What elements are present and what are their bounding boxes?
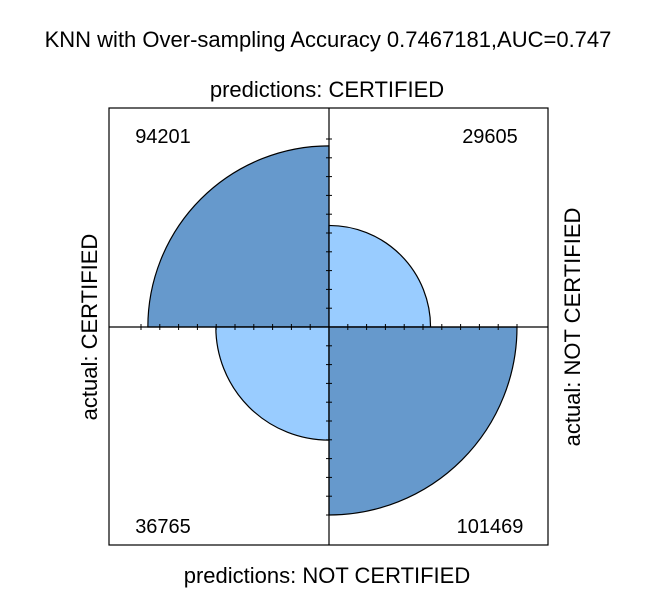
left-axis-label: actual: CERTIFIED: [77, 234, 102, 421]
quadrant-bottom-left-value: 36765: [135, 516, 191, 538]
plot-frame: [108, 107, 549, 546]
quadrant-top-right-sector: [328, 224, 432, 328]
bottom-axis-label: predictions: NOT CERTIFIED: [184, 563, 470, 588]
chart-title: KNN with Over-sampling Accuracy 0.746718…: [45, 27, 612, 52]
top-axis-label: predictions: CERTIFIED: [210, 77, 444, 102]
right-axis-label: actual: NOT CERTIFIED: [560, 208, 585, 447]
quadrant-top-left-value: 94201: [135, 126, 191, 148]
quadrant-top-right-value: 29605: [462, 126, 518, 148]
plot-area: 94201 29605 36765 101469: [109, 108, 548, 545]
quadrant-bottom-right-value: 101469: [457, 516, 524, 538]
quadrant-top-left-sector: [147, 145, 330, 328]
quadrant-bottom-left-sector: [215, 326, 330, 441]
quadrant-bottom-right-sector: [328, 326, 518, 516]
